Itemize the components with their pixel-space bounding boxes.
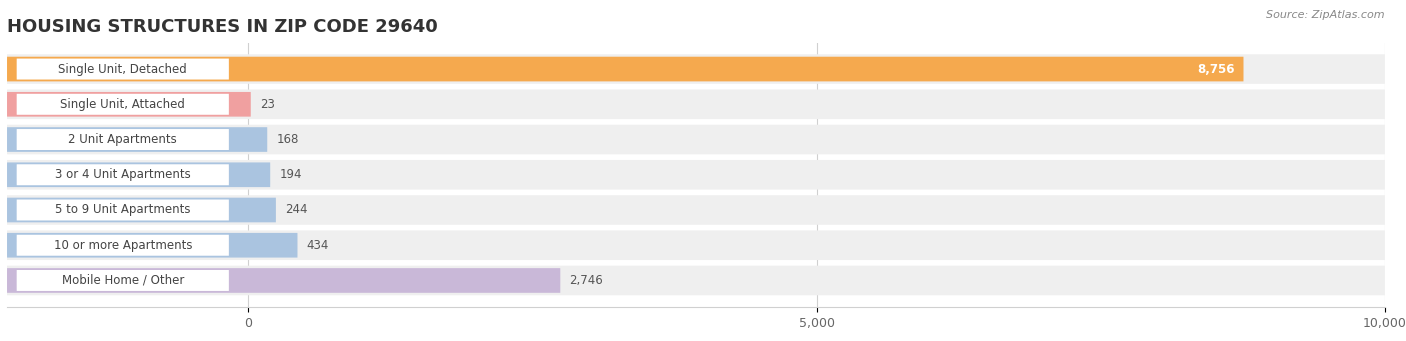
FancyBboxPatch shape — [17, 94, 229, 115]
Text: Source: ZipAtlas.com: Source: ZipAtlas.com — [1267, 10, 1385, 20]
Text: 3 or 4 Unit Apartments: 3 or 4 Unit Apartments — [55, 168, 191, 181]
Text: 2 Unit Apartments: 2 Unit Apartments — [69, 133, 177, 146]
FancyBboxPatch shape — [17, 164, 229, 185]
FancyBboxPatch shape — [17, 199, 229, 221]
FancyBboxPatch shape — [7, 195, 1385, 225]
FancyBboxPatch shape — [7, 266, 1385, 295]
Text: HOUSING STRUCTURES IN ZIP CODE 29640: HOUSING STRUCTURES IN ZIP CODE 29640 — [7, 17, 437, 35]
FancyBboxPatch shape — [7, 162, 270, 187]
FancyBboxPatch shape — [7, 125, 1385, 154]
Text: 194: 194 — [280, 168, 302, 181]
FancyBboxPatch shape — [7, 57, 1243, 81]
Text: Single Unit, Detached: Single Unit, Detached — [59, 62, 187, 76]
FancyBboxPatch shape — [7, 160, 1385, 190]
Text: 8,756: 8,756 — [1197, 62, 1234, 76]
FancyBboxPatch shape — [7, 198, 276, 222]
FancyBboxPatch shape — [7, 231, 1385, 260]
FancyBboxPatch shape — [7, 54, 1385, 84]
FancyBboxPatch shape — [17, 235, 229, 256]
FancyBboxPatch shape — [17, 270, 229, 291]
Text: 10 or more Apartments: 10 or more Apartments — [53, 239, 193, 252]
FancyBboxPatch shape — [7, 233, 298, 257]
Text: 434: 434 — [307, 239, 329, 252]
Text: 244: 244 — [285, 204, 308, 217]
Text: Mobile Home / Other: Mobile Home / Other — [62, 274, 184, 287]
FancyBboxPatch shape — [17, 59, 229, 79]
Text: Single Unit, Attached: Single Unit, Attached — [60, 98, 186, 111]
Text: 168: 168 — [277, 133, 298, 146]
Text: 2,746: 2,746 — [569, 274, 603, 287]
FancyBboxPatch shape — [7, 89, 1385, 119]
Text: 5 to 9 Unit Apartments: 5 to 9 Unit Apartments — [55, 204, 191, 217]
FancyBboxPatch shape — [7, 268, 561, 293]
FancyBboxPatch shape — [7, 92, 250, 117]
FancyBboxPatch shape — [17, 129, 229, 150]
Text: 23: 23 — [260, 98, 274, 111]
FancyBboxPatch shape — [7, 127, 267, 152]
